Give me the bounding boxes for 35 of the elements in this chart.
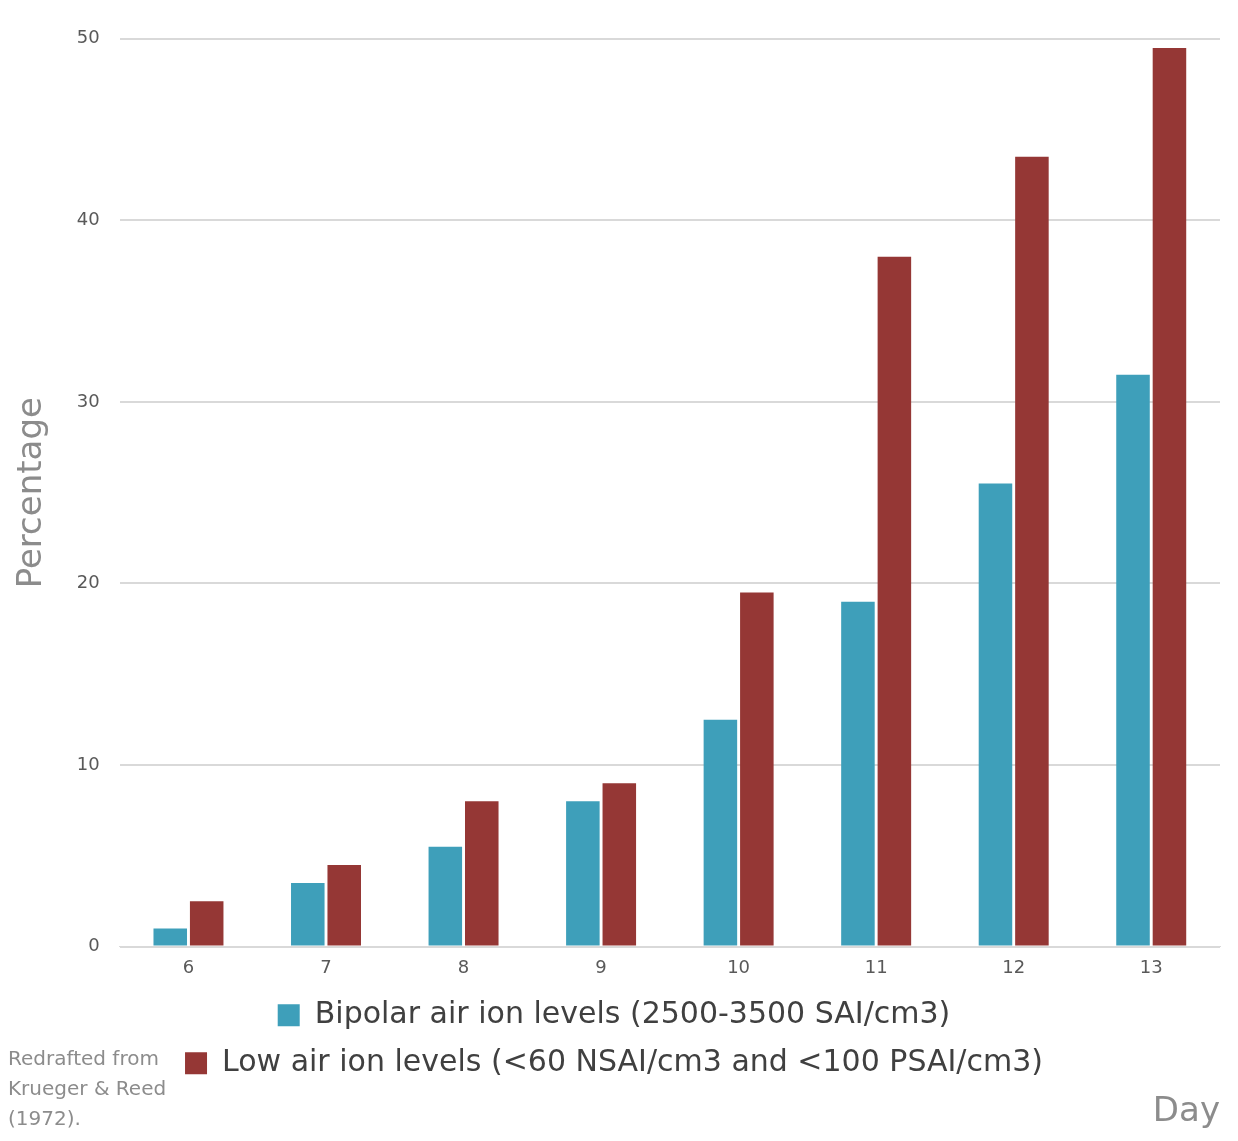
bar [428,846,463,946]
bar [877,256,912,946]
text: Redrafted from Krueger & Reed (1972). [8,1045,168,1132]
x-tick-label: 8 [457,956,470,978]
legend-label: Low air ion levels (<60 NSAI/cm3 and <100 PSAI/cm3) [222,1043,1043,1078]
bar [291,883,325,946]
bar [566,801,600,946]
bar [1015,156,1049,946]
y-tick-label: 0 [88,934,100,956]
bar [1116,374,1150,946]
bar [327,864,361,946]
bar [1152,47,1187,946]
y-tick-label: 20 [76,571,100,593]
y-tick-label: 50 [76,26,100,48]
x-tick-label: 12 [1002,956,1026,978]
bar [465,801,499,946]
bar [841,601,875,946]
x-tick-label: 6 [182,956,195,978]
x-tick-label: 13 [1139,956,1163,978]
y-axis-title: Percentage [9,397,50,589]
x-tick-label: 9 [595,956,607,978]
bar [703,719,738,946]
y-tick-label: 40 [76,208,100,230]
bar [189,901,224,946]
bar [978,483,1013,946]
x-axis-title: Day [1152,1089,1220,1130]
legend-label: Bipolar air ion levels (2500-3500 SAI/cm3) [314,995,951,1030]
x-tick-label: 11 [864,956,888,978]
x-tick-label: 7 [320,956,332,978]
y-tick-label: 30 [76,389,100,411]
bar [602,783,637,946]
y-tick-label: 10 [76,752,100,774]
bar [153,928,188,946]
x-tick-label: 10 [727,956,751,978]
bar [740,592,774,946]
